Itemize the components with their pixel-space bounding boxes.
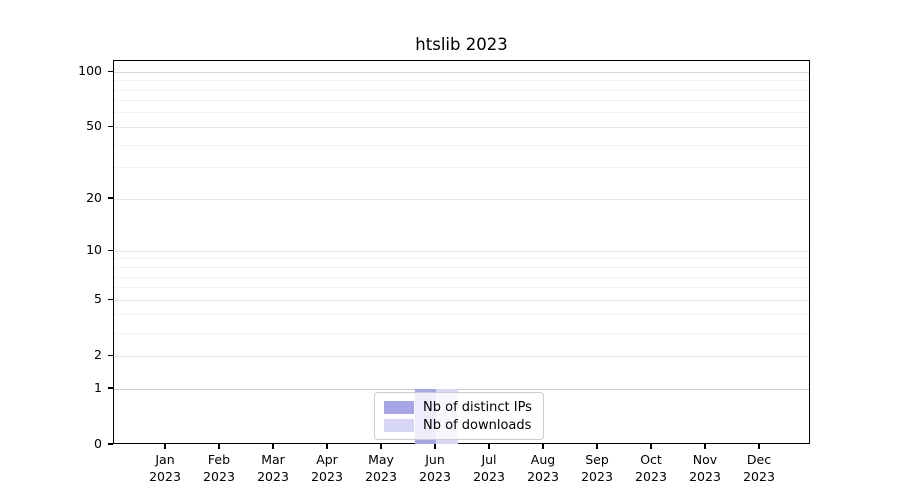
x-tick-label: Jul 2023: [473, 452, 505, 484]
legend-label: Nb of downloads: [423, 417, 532, 433]
y-tick-mark: [108, 443, 113, 445]
legend: Nb of distinct IPs Nb of downloads: [374, 392, 544, 440]
x-tick-mark: [218, 444, 220, 449]
y-tick-mark: [108, 70, 113, 72]
minor-gridline: [114, 89, 809, 91]
minor-gridline: [114, 80, 809, 82]
x-tick-mark: [326, 444, 328, 449]
x-tick-mark: [704, 444, 706, 449]
x-tick-label: Sep 2023: [581, 452, 613, 484]
y-tick-label: 10: [86, 242, 102, 258]
major-gridline: [114, 71, 809, 73]
y-tick-mark: [108, 125, 113, 127]
minor-gridline: [114, 287, 809, 289]
major-gridline: [114, 198, 809, 200]
x-tick-label: Feb 2023: [203, 452, 235, 484]
y-tick-label: 1: [94, 380, 102, 395]
plot-area: [113, 60, 810, 444]
chart-title: htslib 2023: [415, 35, 508, 54]
x-tick-label: Nov 2023: [689, 452, 721, 484]
x-tick-mark: [488, 444, 490, 449]
minor-gridline: [114, 267, 809, 268]
minor-gridline: [114, 276, 809, 278]
minor-gridline: [114, 112, 809, 114]
x-tick-mark: [650, 444, 652, 449]
x-tick-mark: [542, 444, 544, 449]
y-tick-mark: [108, 249, 113, 251]
x-tick-mark: [596, 444, 598, 449]
x-tick-label: Jun 2023: [419, 452, 451, 484]
minor-gridline: [114, 167, 809, 169]
x-tick-mark: [434, 444, 436, 449]
y-tick-label: 2: [94, 347, 102, 363]
x-tick-mark: [380, 444, 382, 449]
y-tick-mark: [108, 298, 113, 300]
x-tick-label: Jan 2023: [149, 452, 181, 484]
major-gridline: [114, 126, 809, 128]
x-tick-label: May 2023: [365, 452, 397, 484]
legend-item: Nb of distinct IPs: [384, 398, 535, 416]
minor-gridline: [114, 332, 809, 334]
legend-item: Nb of downloads: [384, 416, 535, 434]
y-tick-label: 50: [86, 118, 102, 134]
major-gridline: [114, 250, 809, 252]
x-tick-mark: [758, 444, 760, 449]
x-tick-label: Dec 2023: [743, 452, 775, 484]
x-tick-mark: [272, 444, 274, 449]
minor-gridline: [114, 314, 809, 316]
x-tick-label: Apr 2023: [311, 452, 343, 484]
y-tick-label: 5: [94, 291, 102, 307]
legend-label: Nb of distinct IPs: [423, 399, 532, 415]
major-gridline: [114, 355, 809, 357]
x-tick-label: Oct 2023: [635, 452, 667, 484]
y-tick-label: 20: [86, 190, 102, 206]
y-tick-mark: [108, 387, 113, 389]
y-tick-mark: [108, 354, 113, 356]
x-tick-label: Aug 2023: [527, 452, 559, 484]
minor-gridline: [114, 100, 809, 102]
x-tick-mark: [164, 444, 166, 449]
legend-swatch: [384, 400, 414, 414]
x-tick-label: Mar 2023: [257, 452, 289, 484]
y-tick-label: 100: [78, 63, 102, 79]
minor-gridline: [114, 258, 809, 260]
y-tick-mark: [108, 197, 113, 199]
y-tick-label: 0: [94, 436, 102, 451]
major-gridline: [114, 388, 809, 390]
major-gridline: [114, 299, 809, 301]
minor-gridline: [114, 144, 809, 146]
legend-swatch: [384, 418, 414, 432]
